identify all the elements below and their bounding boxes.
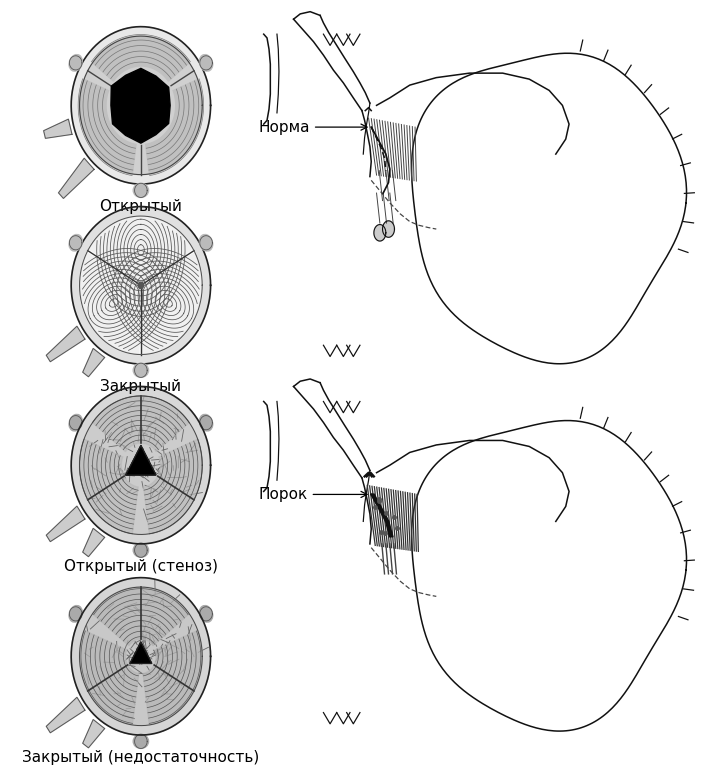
Polygon shape [80, 439, 138, 534]
Polygon shape [83, 528, 104, 557]
Ellipse shape [69, 414, 83, 431]
Polygon shape [80, 216, 202, 354]
Polygon shape [47, 698, 85, 733]
Ellipse shape [133, 735, 148, 748]
Polygon shape [89, 216, 193, 285]
Ellipse shape [69, 605, 83, 622]
Text: Открытый (стеноз): Открытый (стеноз) [64, 559, 218, 574]
Polygon shape [80, 587, 202, 725]
Ellipse shape [199, 235, 213, 251]
Polygon shape [83, 349, 104, 377]
Ellipse shape [374, 225, 386, 241]
Text: Открытый: Открытый [100, 199, 182, 214]
Ellipse shape [199, 605, 213, 622]
Polygon shape [80, 396, 202, 534]
Ellipse shape [133, 543, 148, 557]
Polygon shape [111, 69, 170, 143]
Polygon shape [80, 253, 141, 354]
Polygon shape [59, 159, 94, 199]
Polygon shape [143, 631, 202, 725]
Polygon shape [145, 79, 202, 174]
Polygon shape [143, 439, 202, 534]
Text: Порок: Порок [258, 487, 367, 502]
Text: Закрытый: Закрытый [100, 379, 181, 394]
Polygon shape [71, 578, 210, 735]
Polygon shape [80, 631, 139, 725]
Text: Закрытый (недостаточность): Закрытый (недостаточность) [23, 750, 260, 765]
Polygon shape [92, 587, 189, 646]
Polygon shape [92, 36, 189, 81]
Polygon shape [92, 396, 189, 452]
Ellipse shape [199, 414, 213, 431]
Polygon shape [47, 326, 85, 362]
Ellipse shape [133, 363, 148, 377]
Polygon shape [71, 27, 210, 184]
Ellipse shape [383, 221, 395, 237]
Polygon shape [126, 446, 156, 475]
Polygon shape [47, 506, 85, 541]
Ellipse shape [69, 235, 83, 251]
Polygon shape [138, 282, 143, 289]
Polygon shape [71, 206, 210, 364]
Polygon shape [83, 719, 104, 748]
Polygon shape [130, 642, 152, 664]
Ellipse shape [69, 55, 83, 71]
Polygon shape [80, 36, 202, 175]
Polygon shape [141, 253, 202, 354]
Polygon shape [71, 387, 210, 544]
Ellipse shape [199, 55, 213, 71]
Ellipse shape [133, 183, 148, 197]
Text: Норма: Норма [258, 119, 367, 135]
Polygon shape [44, 119, 72, 139]
Polygon shape [80, 79, 136, 174]
